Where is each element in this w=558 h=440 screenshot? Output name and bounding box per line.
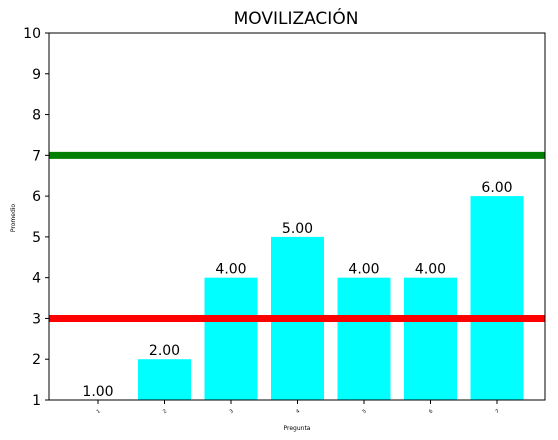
y-tick-label: 2	[32, 352, 41, 368]
y-tick-label: 9	[32, 67, 41, 83]
bar-6	[404, 277, 457, 400]
data-labels-layer: 1.00 2.00 4.00 5.00 4.00 4.00 6.00	[82, 180, 512, 400]
x-axis: 1 2 3 4 5 6 7	[96, 400, 501, 415]
data-label-5: 4.00	[348, 262, 379, 278]
y-tick-label: 6	[32, 189, 41, 205]
chart-title: MOVILIZACIÓN	[234, 7, 359, 29]
reference-lines-layer	[49, 151, 545, 322]
x-tick-label: 1	[96, 408, 102, 415]
x-tick-label: 3	[229, 408, 235, 415]
y-tick-label: 1	[32, 393, 41, 409]
x-tick-label: 7	[495, 408, 501, 415]
x-axis-label: Pregunta	[284, 425, 311, 432]
y-tick-label: 3	[32, 311, 41, 327]
bar-5	[337, 277, 391, 400]
bars-layer	[138, 196, 524, 400]
data-label-4: 5.00	[282, 221, 313, 237]
x-tick-label: 6	[428, 408, 434, 415]
data-label-1: 1.00	[82, 384, 113, 400]
bar-7	[470, 196, 524, 400]
bar-3	[204, 277, 258, 400]
y-tick-label: 5	[32, 230, 41, 246]
bar-2	[138, 359, 191, 400]
y-tick-label: 4	[32, 271, 41, 287]
y-axis: 1 2 3 4 5 6 7 8 9 10	[23, 26, 49, 409]
y-tick-label: 7	[32, 148, 41, 164]
data-label-2: 2.00	[149, 343, 180, 359]
x-tick-label: 2	[162, 408, 168, 415]
x-tick-label: 5	[362, 408, 368, 415]
y-tick-label: 10	[23, 26, 41, 42]
y-tick-label: 8	[32, 108, 41, 124]
x-tick-label: 4	[295, 408, 301, 415]
y-axis-label: Promedio	[10, 204, 17, 233]
data-label-6: 4.00	[415, 262, 446, 278]
data-label-3: 4.00	[215, 262, 246, 278]
data-label-7: 6.00	[481, 180, 512, 196]
